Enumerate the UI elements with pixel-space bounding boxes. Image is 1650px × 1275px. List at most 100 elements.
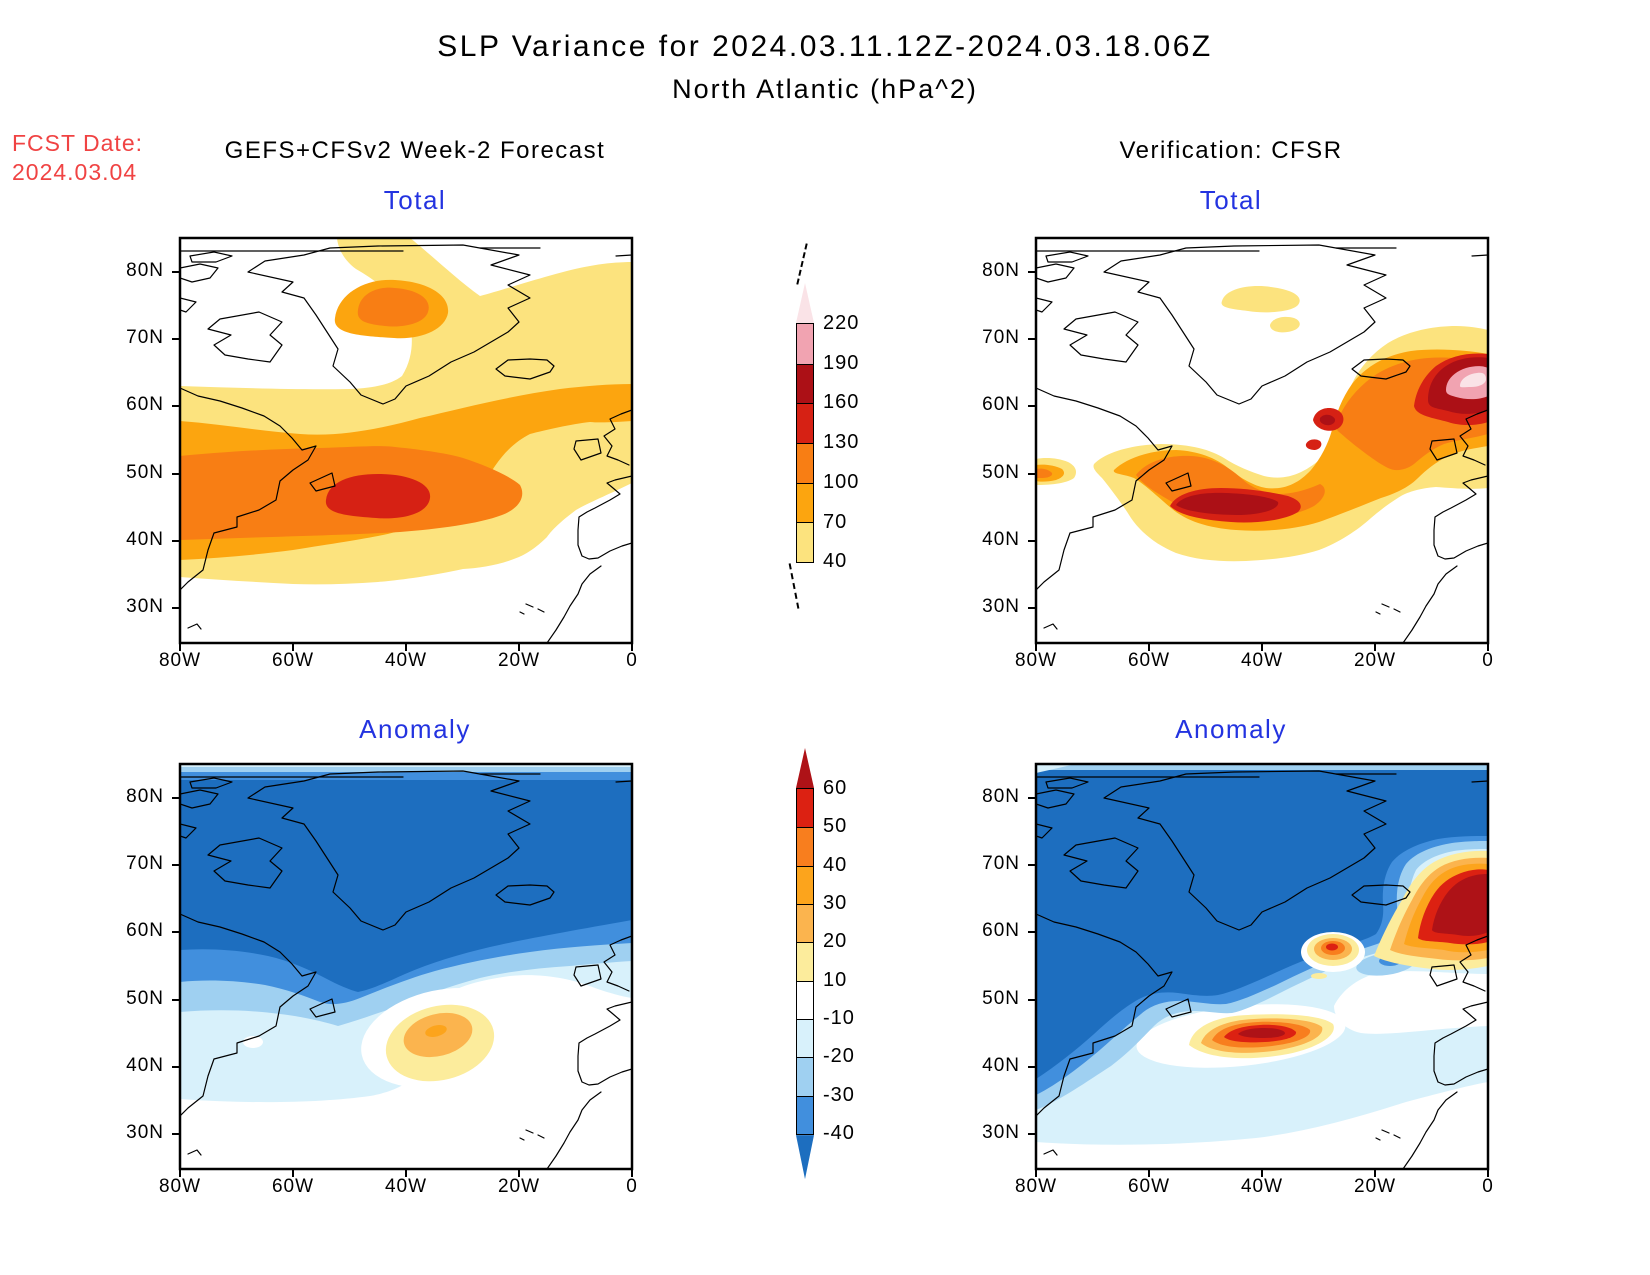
panel-title-forecast-anomaly: Anomaly	[359, 714, 471, 744]
lon-axis-verification-anomaly: 80W 60W 40W 20W 0	[1015, 1176, 1493, 1200]
colorbar-anomaly-segment	[797, 865, 813, 905]
lat-tick-label: 40N	[982, 529, 1020, 550]
axis-ticks	[172, 271, 633, 651]
colorbar-anomaly-label: 10	[823, 968, 848, 991]
lon-tick-label: 60W	[271, 1176, 315, 1197]
panel-title-verification-total: Total	[1199, 185, 1263, 215]
top-strip-neg30	[180, 772, 632, 780]
lat-tick-label: 60N	[126, 920, 164, 941]
colorbar-anomaly-label: -20	[823, 1045, 855, 1068]
lat-tick-label: 50N	[982, 462, 1020, 483]
contour-fill-100-west	[1036, 468, 1053, 478]
lon-tick-label: 20W	[497, 650, 541, 671]
lat-tick-label: 30N	[126, 1122, 164, 1143]
lon-tick-label: 60W	[1127, 1176, 1171, 1197]
lon-tick-label: 80W	[1014, 1176, 1058, 1197]
column-header-verification: Verification: CFSR	[1119, 137, 1343, 164]
lon-tick-label: 60W	[1127, 650, 1171, 671]
lon-tick-label: 0	[1482, 1176, 1494, 1197]
colorbar-anomaly-label: 40	[823, 853, 848, 876]
map-frame	[178, 762, 634, 1171]
lat-tick-label: 80N	[126, 260, 164, 281]
colorbar-anomaly-segment	[797, 1057, 813, 1096]
fcst-date-label: FCST Date:	[12, 130, 143, 156]
colorbar-total-segment	[797, 363, 813, 404]
contour-fill-pos30	[425, 1025, 447, 1037]
panel-title-forecast-total: Total	[383, 185, 447, 215]
colorbar-anomaly-segment	[797, 789, 813, 828]
contour-fill-40-greenland1	[1221, 286, 1300, 313]
lon-axis-verification-total: 80W 60W 40W 20W 0	[1015, 650, 1493, 674]
colorbar-total-segment	[797, 522, 813, 563]
lat-tick-label: 70N	[982, 853, 1020, 874]
top-strip-neg10	[180, 764, 632, 767]
lon-tick-label: 40W	[1240, 1176, 1284, 1197]
map-frame	[1034, 236, 1490, 645]
lat-tick-label: 70N	[126, 853, 164, 874]
lat-tick-label: 30N	[982, 596, 1020, 617]
axis-ticks	[172, 797, 633, 1177]
lat-tick-label: 30N	[126, 596, 164, 617]
contour-fill-40-greenland2	[1270, 316, 1300, 333]
lat-axis-verification-anomaly: 80N 70N 60N 50N 40N 30N	[976, 764, 1024, 1170]
lat-tick-label: 60N	[126, 394, 164, 415]
lat-tick-label: 80N	[982, 786, 1020, 807]
axis-ticks	[1028, 271, 1489, 651]
lat-axis-verification-total: 80N 70N 60N 50N 40N 30N	[976, 238, 1024, 644]
colorbar-total-label: 220	[823, 312, 860, 334]
contour-fill-160-sw	[1176, 492, 1279, 515]
colorbar-anomaly-segment	[797, 1019, 813, 1058]
lat-tick-label: 50N	[982, 988, 1020, 1009]
lon-axis-forecast-anomaly: 80W 60W 40W 20W 0	[159, 1176, 637, 1200]
top-corner-neg10	[1036, 764, 1076, 773]
colorbar-total-label: 40	[823, 550, 848, 573]
lon-tick-label: 80W	[1014, 650, 1058, 671]
colorbar-anomaly-label: 50	[823, 815, 848, 838]
lat-tick-label: 80N	[982, 260, 1020, 281]
colorbar-dash-bottom	[788, 563, 800, 609]
colorbar-anomaly	[796, 788, 814, 1136]
axis-ticks	[1028, 797, 1489, 1177]
lon-tick-label: 20W	[497, 1176, 541, 1197]
top-strip-neg20	[1036, 764, 1488, 770]
white-south	[1036, 1082, 1488, 1169]
lon-tick-label: 40W	[1240, 650, 1284, 671]
map-frame	[178, 236, 634, 645]
lon-axis-forecast-total: 80W 60W 40W 20W 0	[159, 650, 637, 674]
column-header-forecast: GEFS+CFSv2 Week-2 Forecast	[224, 137, 606, 164]
colorbar-total-label: 190	[823, 351, 860, 374]
lat-tick-label: 60N	[982, 920, 1020, 941]
lat-axis-forecast-anomaly: 80N 70N 60N 50N 40N 30N	[120, 764, 168, 1170]
colorbar-total-segment	[797, 403, 813, 444]
band-pos60	[1238, 1028, 1285, 1038]
colorbar-anomaly-segment	[797, 980, 813, 1020]
page-subtitle: North Atlantic (hPa^2)	[672, 74, 978, 104]
colorbar-anomaly-label: 20	[823, 930, 848, 953]
contour-fill-neg40	[180, 780, 632, 992]
lon-tick-label: 60W	[271, 650, 315, 671]
lon-tick-label: 20W	[1353, 1176, 1397, 1197]
colorbar-anomaly-arrow-top	[796, 748, 814, 788]
lat-tick-label: 50N	[126, 462, 164, 483]
lat-tick-label: 30N	[982, 1122, 1020, 1143]
sliver-pos10	[1311, 973, 1327, 979]
lon-tick-label: 0	[626, 650, 638, 671]
colorbar-anomaly-segment	[797, 1095, 813, 1135]
lat-tick-label: 40N	[982, 1055, 1020, 1076]
colorbar-anomaly-segment	[797, 942, 813, 981]
contour-fill-130-spot2	[1305, 439, 1322, 450]
lon-tick-label: 20W	[1353, 650, 1397, 671]
contour-fill-220	[1460, 372, 1486, 388]
contour-fill-neg40	[1036, 764, 1488, 1079]
contour-fill-160-spot	[1319, 414, 1336, 426]
map-verification-anomaly	[1028, 762, 1490, 1177]
colorbar-anomaly-label: -10	[823, 1007, 855, 1030]
map-forecast-anomaly	[172, 762, 634, 1177]
colorbar-total-segment	[797, 324, 813, 364]
colorbar-total	[796, 323, 814, 564]
colorbar-total-segment	[797, 482, 813, 523]
colorbar-anomaly-label: 60	[823, 777, 848, 799]
lon-tick-label: 40W	[384, 1176, 428, 1197]
lon-tick-label: 40W	[384, 650, 428, 671]
colorbar-total-label: 130	[823, 431, 860, 454]
